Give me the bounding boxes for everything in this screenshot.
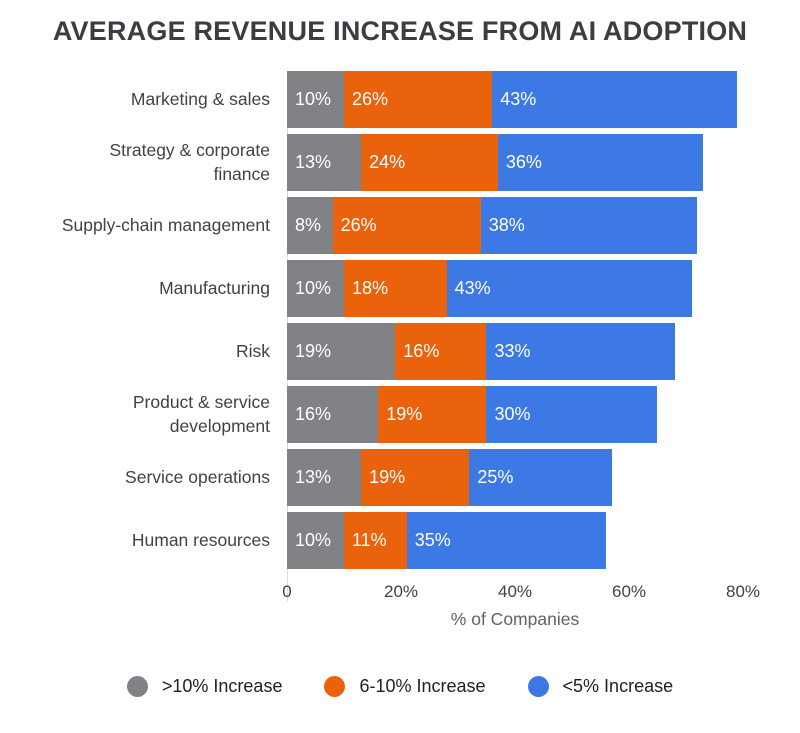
- bar-segment: 38%: [480, 197, 698, 254]
- category-label: Strategy & corporate finance: [109, 139, 271, 184]
- bar-segment: 24%: [361, 134, 498, 191]
- bar-segment: 16%: [395, 323, 487, 380]
- category-label: Service operations: [125, 466, 270, 487]
- bar-segment: 19%: [361, 449, 470, 506]
- bar-segment: 19%: [378, 386, 487, 443]
- x-axis-title: % of Companies: [450, 609, 580, 629]
- chart-row: Human resources 10% 11% 35%: [0, 512, 800, 569]
- legend: >10% Increase 6-10% Increase <5% Increase: [0, 676, 800, 697]
- bar-value-label: 10%: [295, 278, 332, 298]
- bar-track: 10% 11% 35%: [287, 512, 743, 569]
- bar-value-label: 33%: [494, 341, 531, 361]
- bar-segment: 16%: [287, 386, 379, 443]
- bar-segment: 10%: [287, 71, 344, 128]
- bar-segment: 26%: [332, 197, 481, 254]
- bar-segment: 30%: [486, 386, 658, 443]
- x-tick-label: 80%: [725, 582, 761, 601]
- bar-segment: 10%: [287, 512, 344, 569]
- bar-track: 8% 26% 38%: [287, 197, 743, 254]
- chart-row: Product & service development 16% 19% 30%: [0, 386, 800, 443]
- legend-item: <5% Increase: [527, 676, 674, 697]
- legend-item: 6-10% Increase: [324, 676, 486, 697]
- chart-rows: Marketing & sales 10% 26% 43% Strategy & cor…: [0, 71, 800, 601]
- bar-track: 10% 18% 43%: [287, 260, 743, 317]
- bar-segment: 13%: [287, 449, 362, 506]
- bar-value-label: 38%: [488, 215, 525, 235]
- bar-value-label: 36%: [505, 152, 542, 172]
- x-tick-label: 0: [282, 582, 292, 601]
- x-tick-label: 60%: [611, 582, 647, 601]
- bar-segment: 18%: [344, 260, 447, 317]
- chart-row: Risk 19% 16% 33%: [0, 323, 800, 380]
- chart-row: Marketing & sales 10% 26% 43%: [0, 71, 800, 128]
- bar-value-label: 43%: [454, 278, 491, 298]
- bar-value-label: 13%: [295, 152, 332, 172]
- bar-value-label: 13%: [295, 467, 332, 487]
- x-tick-label: 40%: [497, 582, 533, 601]
- bar-segment: 43%: [446, 260, 692, 317]
- bar-track: 13% 24% 36%: [287, 134, 743, 191]
- bar-track: 16% 19% 30%: [287, 386, 743, 443]
- chart-title: AVERAGE REVENUE INCREASE FROM AI ADOPTIO…: [52, 16, 748, 46]
- bar-segment: 11%: [344, 512, 407, 569]
- bar-segment: 8%: [287, 197, 333, 254]
- bar-value-label: 25%: [477, 467, 514, 487]
- x-axis-ticks: 0 20% 40% 60% 80%: [282, 582, 760, 602]
- bar-value-label: 26%: [340, 215, 377, 235]
- category-label: Risk: [235, 340, 270, 361]
- bar-value-label: 35%: [414, 530, 451, 550]
- category-label: Marketing & sales: [130, 88, 270, 109]
- chart-row: Strategy & corporate finance 13% 24% 36%: [0, 134, 800, 191]
- bar-segment: 13%: [287, 134, 362, 191]
- bar-value-label: 18%: [352, 278, 389, 298]
- bar-track: 10% 26% 43%: [287, 71, 743, 128]
- bar-value-label: 16%: [403, 341, 440, 361]
- category-label: Human resources: [131, 529, 270, 550]
- legend-item: >10% Increase: [126, 676, 283, 697]
- bar-value-label: 24%: [369, 152, 406, 172]
- bar-value-label: 19%: [369, 467, 406, 487]
- bar-segment: 10%: [287, 260, 344, 317]
- category-label: Supply-chain management: [61, 214, 270, 235]
- chart-row: Service operations 13% 19% 25%: [0, 449, 800, 506]
- category-label: Manufacturing: [159, 277, 270, 298]
- chart-row: Supply-chain management 8% 26% 38%: [0, 197, 800, 254]
- legend-item-label: >10% Increase: [161, 676, 283, 696]
- chart-area: Marketing & sales 10% 26% 43% Strategy & cor…: [0, 71, 800, 630]
- legend-swatch-circle: [324, 676, 346, 697]
- bar-value-label: 16%: [295, 404, 332, 424]
- bar-segment: 35%: [406, 512, 607, 569]
- bar-segment: 26%: [344, 71, 493, 128]
- chart-row: Manufacturing 10% 18% 43%: [0, 260, 800, 317]
- bar-value-label: 11%: [352, 530, 387, 550]
- bar-track: 19% 16% 33%: [287, 323, 743, 380]
- bar-value-label: 10%: [295, 530, 332, 550]
- bar-value-label: 10%: [295, 89, 332, 109]
- bar-value-label: 26%: [352, 89, 389, 109]
- bar-segment: 43%: [492, 71, 738, 128]
- bar-segment: 36%: [497, 134, 704, 191]
- bar-value-label: 30%: [494, 404, 531, 424]
- legend-swatch-circle: [527, 676, 549, 697]
- bar-value-label: 19%: [295, 341, 332, 361]
- legend-item-label: 6-10% Increase: [359, 676, 486, 696]
- bar-track: 13% 19% 25%: [287, 449, 743, 506]
- legend-swatch-circle: [126, 676, 148, 697]
- bar-value-label: 19%: [386, 404, 423, 424]
- bar-segment: 25%: [469, 449, 612, 506]
- category-label: Product & service development: [132, 391, 270, 436]
- bar-value-label: 43%: [500, 89, 537, 109]
- legend-item-label: <5% Increase: [562, 676, 674, 696]
- bar-segment: 33%: [486, 323, 675, 380]
- bar-segment: 19%: [287, 323, 396, 380]
- bar-value-label: 8%: [295, 215, 322, 235]
- x-tick-label: 20%: [383, 582, 419, 601]
